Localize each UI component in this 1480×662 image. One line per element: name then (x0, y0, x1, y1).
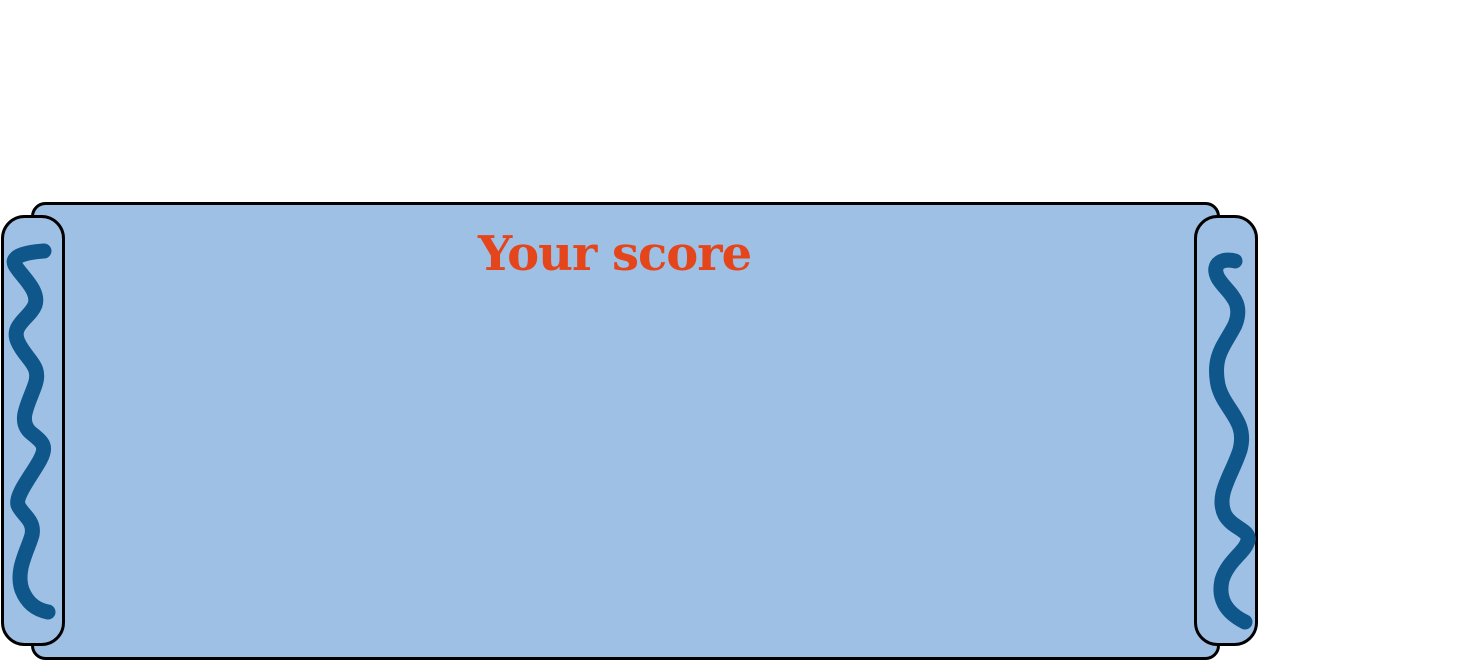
wavy-line-icon-right (1208, 252, 1256, 630)
wavy-line-icon-left (6, 243, 56, 620)
score-title: Your score (478, 226, 752, 282)
